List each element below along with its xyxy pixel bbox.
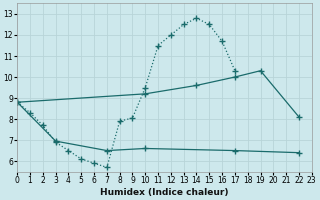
X-axis label: Humidex (Indice chaleur): Humidex (Indice chaleur) <box>100 188 229 197</box>
